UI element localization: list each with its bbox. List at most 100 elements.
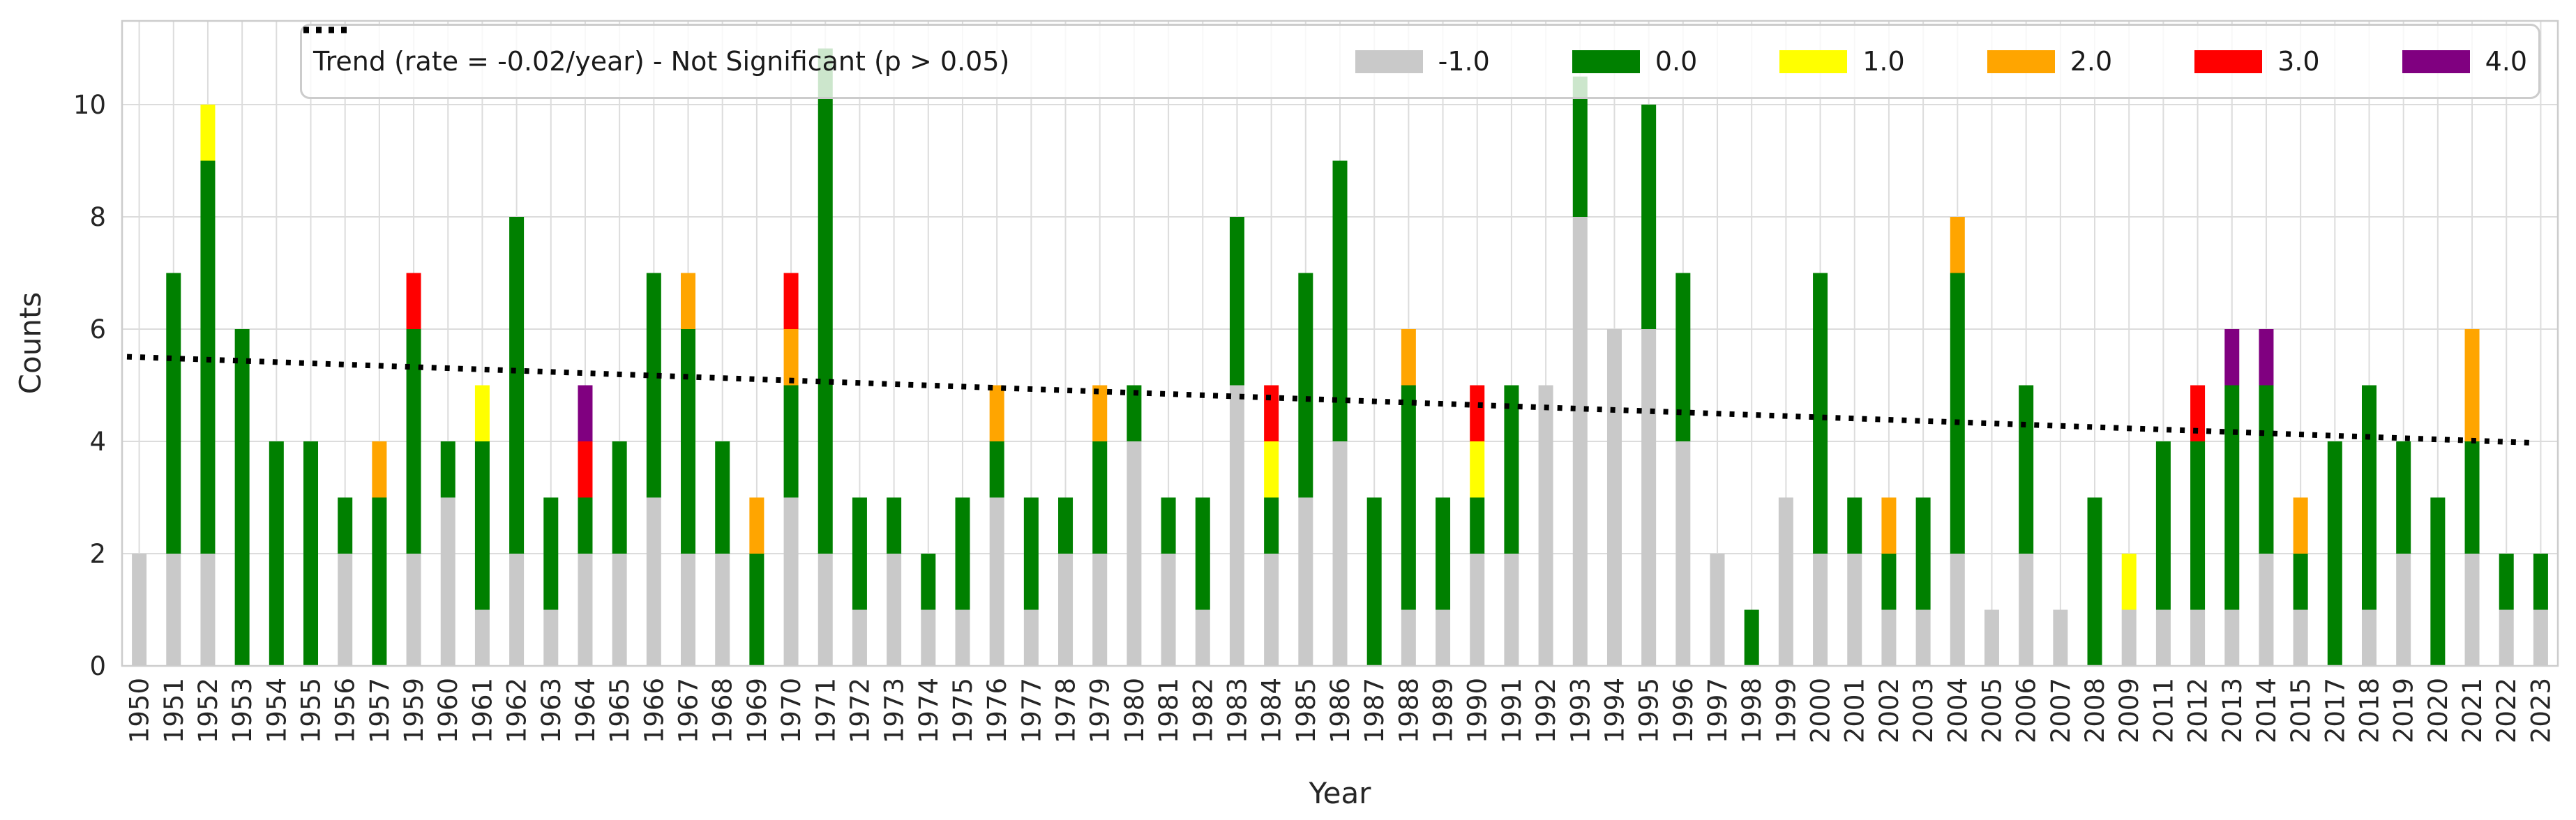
bar-segment [1641, 329, 1657, 666]
legend-item: 3.0 [2194, 46, 2320, 77]
x-tick-label: 1999 [1771, 678, 1801, 743]
bar-segment [2019, 385, 2034, 554]
bar-segment [1366, 497, 1382, 666]
bar-segment [1401, 385, 1416, 610]
bar-segment [1195, 497, 1210, 610]
bar-segment [2361, 609, 2377, 666]
x-tick-label: 2007 [2046, 678, 2076, 743]
bar-segment [509, 554, 525, 666]
bar-segment [1881, 554, 1897, 610]
bar-segment [715, 441, 730, 554]
bar-segment [474, 441, 490, 610]
x-tick-label: 1994 [1599, 678, 1629, 743]
bar-segment [2499, 609, 2514, 666]
x-tick-label: 1975 [948, 678, 978, 743]
y-tick-label: 8 [89, 202, 106, 232]
bar-segment [1023, 497, 1039, 610]
x-tick-label: 1968 [708, 678, 738, 743]
x-tick-label: 1981 [1154, 678, 1184, 743]
x-tick-label: 2012 [2183, 678, 2213, 743]
bar-segment [1641, 105, 1657, 329]
x-tick-label: 1959 [399, 678, 429, 743]
bar-segment [612, 554, 627, 666]
bar-segment [921, 554, 936, 610]
trend-line-sample [303, 26, 354, 33]
bar-segment [1092, 441, 1108, 554]
bar-segment [578, 441, 593, 498]
bar-segment [852, 497, 867, 610]
bar-segment [2533, 609, 2548, 666]
bar-segment [783, 497, 799, 666]
x-tick-label: 2017 [2320, 678, 2350, 743]
x-tick-label: 1950 [125, 678, 155, 743]
legend-item-label: 3.0 [2277, 46, 2320, 77]
legend-swatch [1355, 50, 1423, 73]
x-tick-label: 1985 [1291, 678, 1321, 743]
bar-segment [578, 497, 593, 554]
bar-segment [338, 497, 353, 554]
x-tick-label: 1951 [159, 678, 189, 743]
x-tick-label: 1990 [1463, 678, 1493, 743]
legend-item-label: -1.0 [1438, 46, 1490, 77]
bar-segment [406, 273, 421, 329]
x-tick-label: 1996 [1669, 678, 1698, 743]
legend-item: 1.0 [1779, 46, 1905, 77]
x-tick-label: 2006 [2012, 678, 2042, 743]
x-tick-label: 2014 [2252, 678, 2282, 743]
bar-segment [1264, 497, 1279, 554]
bar-segment [1813, 273, 1828, 554]
legend-item: 2.0 [1987, 46, 2112, 77]
bar-segment [2121, 609, 2137, 666]
x-tick-label: 2020 [2423, 678, 2453, 743]
x-tick-label: 1955 [296, 678, 326, 743]
bar-segment [269, 441, 284, 666]
legend-swatch [1779, 50, 1848, 73]
bar-segment [681, 329, 696, 554]
bar-segment [2190, 385, 2206, 441]
bar-segment [1298, 273, 1313, 498]
bar-segment [1847, 554, 1862, 666]
bar-segment [406, 329, 421, 554]
bar-segment [2361, 385, 2377, 610]
bar-segment [2293, 497, 2308, 554]
bar-segment [1572, 76, 1588, 217]
bar-segment [372, 441, 387, 498]
bar-segment [1264, 385, 1279, 441]
bar-segment [338, 554, 353, 666]
x-tick-label: 1964 [571, 678, 601, 743]
legend-item: 0.0 [1572, 46, 1697, 77]
x-tick-label: 2001 [1840, 678, 1870, 743]
x-tick-label: 1969 [742, 678, 772, 743]
trend-line [126, 354, 2537, 446]
bar-segment [818, 554, 833, 666]
legend-item: 4.0 [2402, 46, 2527, 77]
bar-segment [200, 105, 216, 161]
bar-segment [1470, 554, 1485, 666]
bar-segment [1984, 609, 1999, 666]
legend-items: -1.0 0.0 1.0 2.0 3.0 4.0 [1009, 46, 2527, 77]
bar-segment [1606, 329, 1622, 666]
bar-segment [612, 441, 627, 554]
x-tick-label: 2008 [2080, 678, 2110, 743]
x-tick-label: 1982 [1188, 678, 1218, 743]
bar-segment [132, 554, 147, 666]
bar-segment [2396, 441, 2411, 554]
bar-segment [2224, 329, 2240, 386]
bar-segment [2190, 609, 2206, 666]
x-tick-label: 1972 [845, 678, 875, 743]
x-tick-label: 1973 [880, 678, 910, 743]
bar-segment [1710, 554, 1725, 666]
bar-segment [1881, 609, 1897, 666]
bar-segment [1504, 385, 1519, 554]
bar-segment [1915, 497, 1931, 610]
x-tick-label: 1970 [776, 678, 806, 743]
bar-segment [474, 609, 490, 666]
x-tick-label: 2004 [1943, 678, 1973, 743]
bar-segment [783, 329, 799, 386]
plot-border [121, 20, 2559, 667]
x-tick-label: 2009 [2114, 678, 2144, 743]
bar-segment [1161, 497, 1176, 554]
bar-segment [2019, 554, 2034, 666]
